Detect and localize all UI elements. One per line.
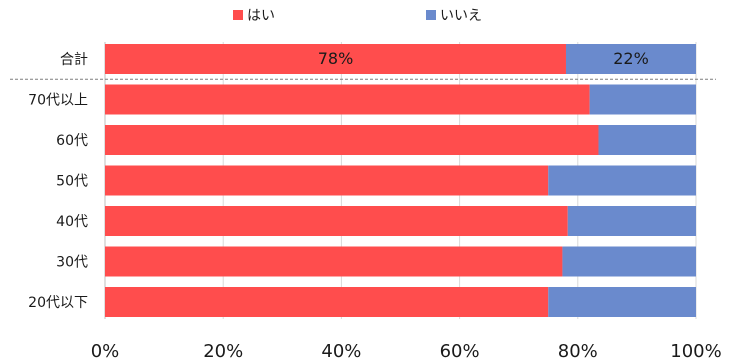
bars — [105, 44, 696, 317]
data-label: 22% — [613, 49, 649, 68]
bar-segment-yes — [105, 206, 568, 236]
bar-segment-no — [548, 287, 696, 317]
x-tick-label: 40% — [321, 341, 361, 361]
data-labels: 78% 22% — [318, 49, 649, 68]
bar-segment-no — [589, 84, 696, 115]
category-label: 50代 — [56, 174, 88, 190]
legend-label: はい — [247, 8, 275, 24]
legend-swatch — [426, 10, 436, 20]
x-tick-label: 100% — [670, 341, 721, 361]
x-tick-label: 0% — [91, 341, 120, 361]
bar-segment-no — [565, 44, 696, 74]
category-label: 40代 — [56, 214, 88, 230]
category-labels: 合計 70代以上 60代 50代 40代 30代 20代以下 — [28, 52, 88, 311]
bar-segment-yes — [105, 44, 566, 74]
category-label: 70代以上 — [28, 93, 88, 109]
bar-segment-yes — [105, 125, 599, 155]
bar-segment-no — [562, 246, 696, 277]
x-axis-ticks: 0% 20% 40% 60% 80% 100% — [91, 341, 722, 361]
category-label: 30代 — [56, 255, 88, 271]
category-label: 20代以下 — [28, 295, 88, 311]
bar-segment-yes — [105, 165, 549, 196]
category-label: 60代 — [56, 133, 88, 149]
legend-swatch — [233, 10, 243, 20]
category-label: 合計 — [60, 52, 88, 68]
bar-segment-no — [548, 165, 696, 196]
x-tick-label: 60% — [440, 341, 480, 361]
bar-segment-yes — [105, 246, 563, 277]
data-label: 78% — [318, 49, 354, 68]
legend-label: いいえ — [440, 8, 482, 24]
x-tick-label: 20% — [203, 341, 243, 361]
bar-segment-yes — [105, 84, 590, 115]
bar-segment-no — [598, 125, 696, 155]
x-tick-label: 80% — [558, 341, 598, 361]
bar-segment-no — [567, 206, 696, 236]
legend: はい いいえ — [233, 8, 482, 24]
bar-segment-yes — [105, 287, 549, 317]
